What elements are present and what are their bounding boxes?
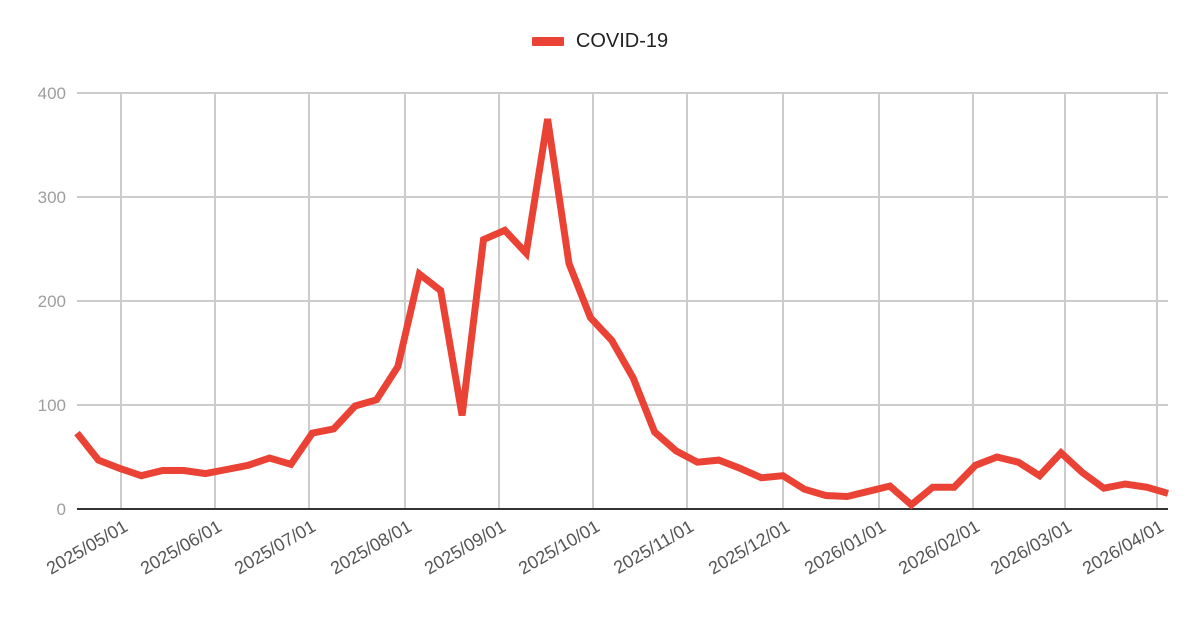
x-tick-label: 2026/03/01 <box>987 516 1075 578</box>
x-tick-label: 2025/12/01 <box>705 516 793 578</box>
legend: COVID-19 <box>0 30 1200 53</box>
x-tick-label: 2026/02/01 <box>895 516 983 578</box>
y-tick-label: 100 <box>38 396 66 415</box>
x-tick-label: 2025/11/01 <box>610 516 697 578</box>
x-tick-label: 2025/05/01 <box>43 516 131 578</box>
x-tick-label: 2025/10/01 <box>515 516 603 578</box>
x-tick-label: 2025/07/01 <box>231 516 319 578</box>
x-tick-label: 2025/09/01 <box>421 516 509 578</box>
legend-swatch-covid-19 <box>531 37 564 46</box>
y-tick-label: 200 <box>38 292 66 311</box>
x-tick-label: 2025/06/01 <box>137 516 225 578</box>
y-tick-label: 300 <box>38 188 66 207</box>
gridlines <box>77 92 1168 509</box>
x-axis: 2025/05/01 2025/06/01 2025/07/01 2025/08/01… <box>43 516 1167 578</box>
x-tick-label: 2026/01/01 <box>801 516 889 578</box>
x-tick-label: 2026/04/01 <box>1079 516 1167 578</box>
series-line-covid-19 <box>74 118 1169 510</box>
y-tick-label: 0 <box>57 500 66 519</box>
y-axis: 0 100 200 300 400 <box>38 84 66 519</box>
x-tick-label: 2025/08/01 <box>327 516 415 578</box>
y-tick-label: 400 <box>38 84 66 103</box>
legend-label-covid-19: COVID-19 <box>575 30 669 52</box>
